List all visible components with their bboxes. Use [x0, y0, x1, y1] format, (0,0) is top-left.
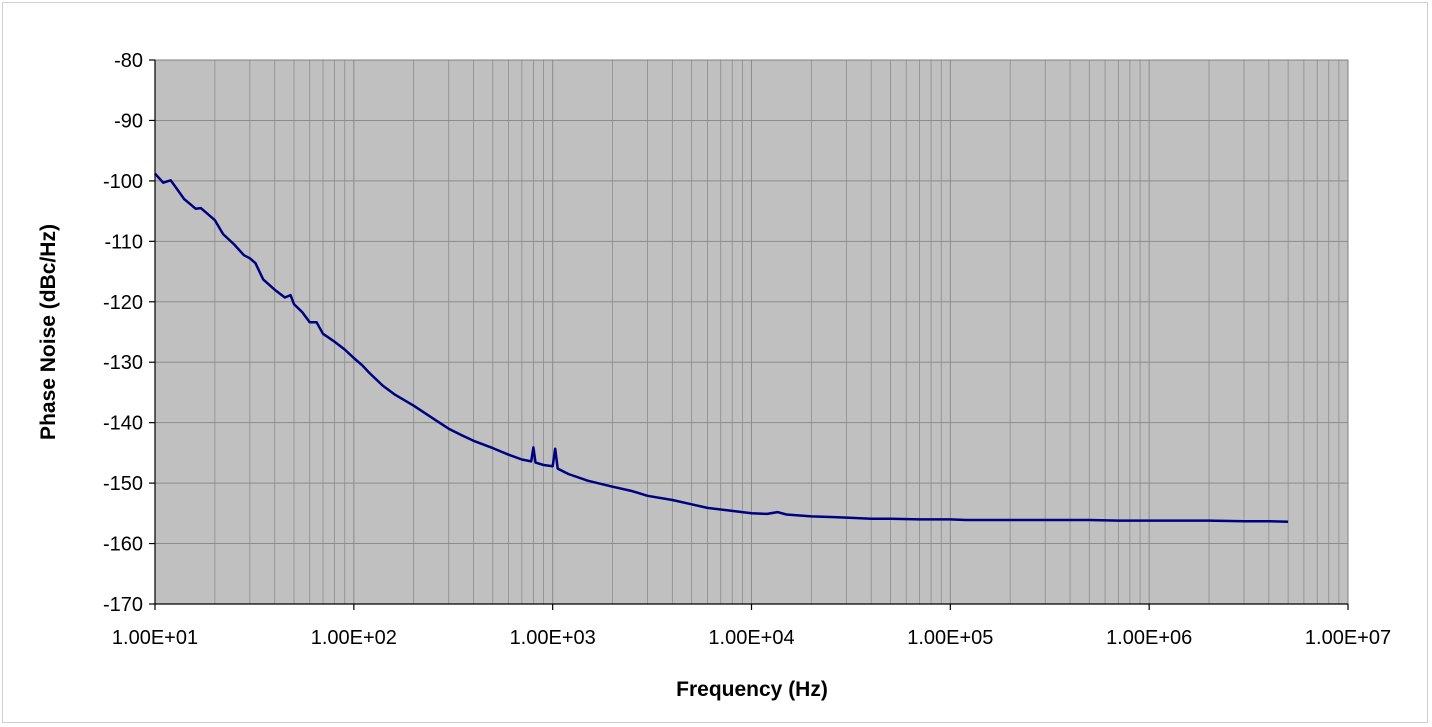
- y-tick-label: -150: [103, 473, 143, 495]
- grid-minor: [214, 60, 1340, 604]
- y-tick-label: -170: [103, 594, 143, 616]
- x-tick-labels: 1.00E+01 1.00E+02 1.00E+03 1.00E+04 1.00E+05…: [112, 627, 1391, 649]
- series-layer: [154, 172, 1289, 524]
- x-tick-label: 1.00E+02: [311, 627, 397, 649]
- x-tick-label: 1.00E+05: [907, 627, 993, 649]
- y-tick-label: -110: [104, 231, 143, 253]
- y-tick-label: -130: [103, 352, 143, 374]
- x-tick-label: 1.00E+01: [112, 627, 198, 649]
- y-tick-label: -140: [103, 413, 143, 435]
- y-tick-label: -100: [103, 171, 143, 193]
- axes-layer: [149, 59, 1349, 610]
- y-tick-label: -90: [114, 110, 143, 132]
- y-tick-label: -160: [103, 534, 143, 556]
- y-tick-label: -120: [103, 292, 143, 314]
- y-tick-label: -80: [114, 50, 143, 72]
- x-tick-label: 1.00E+04: [708, 627, 794, 649]
- y-axis-title: Phase Noise (dBc/Hz): [37, 224, 60, 440]
- x-tick-label: 1.00E+07: [1305, 627, 1391, 649]
- x-tick-label: 1.00E+03: [510, 627, 596, 649]
- x-tick-label: 1.00E+06: [1106, 627, 1192, 649]
- x-axis-title: Frequency (Hz): [676, 678, 828, 701]
- y-tick-labels: -80 -90 -100 -110 -120 -130 -140 -150 -160 -170: [103, 50, 143, 616]
- series-line-0: [154, 172, 1289, 524]
